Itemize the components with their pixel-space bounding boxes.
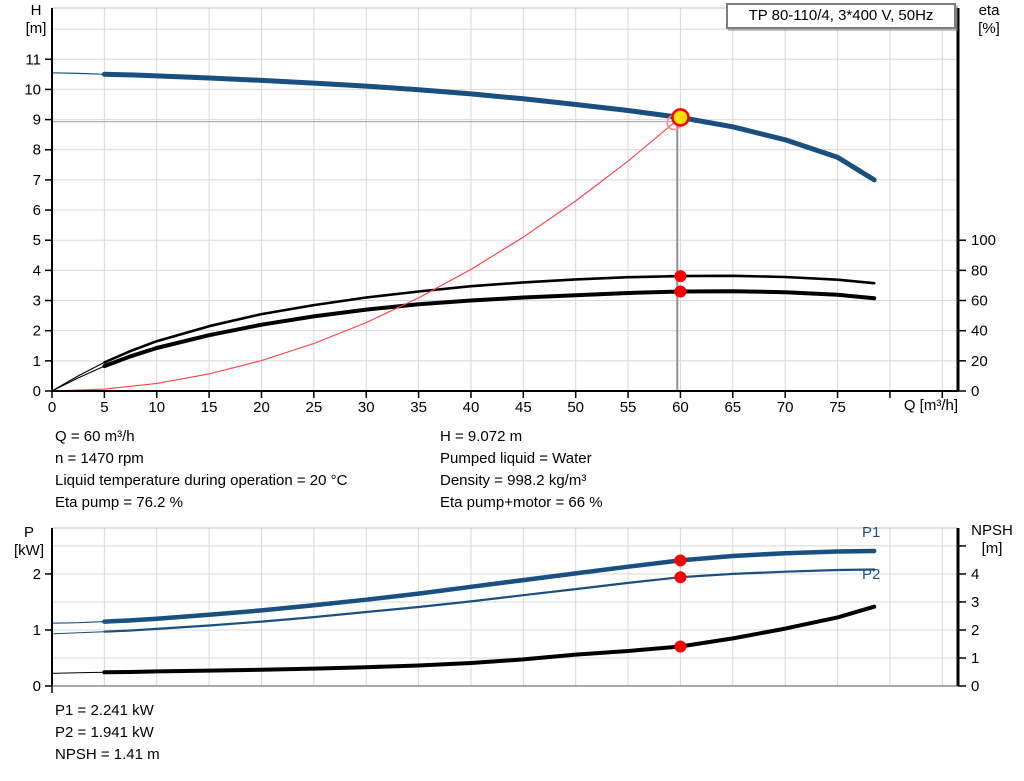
x-tick-label: 0 xyxy=(48,399,56,416)
info-line-eta-pump-motor: Eta pump+motor = 66 % xyxy=(440,494,603,511)
p1-duty-point xyxy=(674,554,687,567)
p1-curve-label: P1 xyxy=(862,524,881,541)
pump-title-box: TP 80-110/4, 3*400 V, 50Hz xyxy=(726,3,956,29)
right-tick-label: 100 xyxy=(971,232,996,249)
pump-curve-QH xyxy=(101,71,877,183)
eta-pump-duty-point xyxy=(674,270,687,283)
right-tick-label: 0 xyxy=(971,678,979,695)
x-tick-label: 20 xyxy=(253,399,270,416)
left-tick-label: 9 xyxy=(33,112,41,129)
eta-axis-unit: [%] xyxy=(978,20,1000,37)
left-tick-label: 2 xyxy=(33,323,41,340)
npsh-axis-unit: [m] xyxy=(981,540,1003,557)
x-tick-label: 5 xyxy=(100,399,108,416)
right-axis-title-npsh: NPSH [m] xyxy=(962,522,1022,558)
eta-axis-symbol: eta xyxy=(978,2,1000,19)
left-tick-label: 1 xyxy=(33,353,41,370)
P2 xyxy=(103,568,876,633)
info-line-pumped-liquid: Pumped liquid = Water xyxy=(440,450,592,467)
qh-eta-chart: 0 5 10 15 20 25 30 35 40 45 50 55 60 65 70 750123456789… xyxy=(24,7,996,416)
duty-point xyxy=(671,108,690,127)
p-axis-unit: [kW] xyxy=(14,542,44,559)
info-line-n: n = 1470 rpm xyxy=(55,450,144,467)
info-line-q: Q = 60 m³/h xyxy=(55,428,135,445)
left-tick-label: 5 xyxy=(33,232,41,249)
left-tick-label: 10 xyxy=(24,81,41,98)
eta-pump-motor-duty-point xyxy=(674,285,687,298)
x-tick-label: 40 xyxy=(463,399,480,416)
NPSH xyxy=(102,604,877,675)
right-tick-label: 40 xyxy=(971,323,988,340)
x-tick-label: 50 xyxy=(567,399,584,416)
left-tick-label: 2 xyxy=(33,566,41,583)
p2-duty-point xyxy=(674,571,687,584)
P1 xyxy=(102,548,877,624)
x-tick-label: 25 xyxy=(306,399,323,416)
duty-info-right-column: H = 9.072 m Pumped liquid = Water Densit… xyxy=(440,426,603,514)
info-line-eta-pump: Eta pump = 76.2 % xyxy=(55,494,183,511)
right-tick-label: 80 xyxy=(971,262,988,279)
x-tick-label: 30 xyxy=(358,399,375,416)
left-axis-title-h: H [m] xyxy=(18,2,54,38)
pump-curve-QH-thin xyxy=(51,72,875,181)
right-tick-label: 1 xyxy=(971,650,979,667)
left-tick-label: 8 xyxy=(33,142,41,159)
x-tick-label: 60 xyxy=(672,399,689,416)
left-tick-label: 0 xyxy=(33,383,41,400)
h-axis-unit: [m] xyxy=(25,20,47,37)
pump-title: TP 80-110/4, 3*400 V, 50Hz xyxy=(748,7,934,24)
right-tick-label: 3 xyxy=(971,594,979,611)
duty-results-block: P1 = 2.241 kW P2 = 1.941 kW NPSH = 1.41 … xyxy=(55,700,160,766)
x-axis-title: Q [m³/h] xyxy=(903,397,958,414)
x-tick-label: 35 xyxy=(410,399,427,416)
npsh-duty-point xyxy=(674,640,687,653)
left-tick-label: 6 xyxy=(33,202,41,219)
x-tick-label: 65 xyxy=(724,399,741,416)
x-tick-label: 55 xyxy=(620,399,637,416)
left-tick-label: 1 xyxy=(33,622,41,639)
right-tick-label: 0 xyxy=(971,383,979,400)
left-axis-title-p: P [kW] xyxy=(8,524,50,560)
power-npsh-chart: 0 1 2 0 1 2 3 4 xyxy=(33,527,979,695)
eta-pump-motor-curve xyxy=(102,289,877,369)
eta-pump-motor-curve-thin xyxy=(51,290,875,392)
p2-curve-label: P2 xyxy=(862,566,881,583)
x-tick-label: 70 xyxy=(777,399,794,416)
info-line-density: Density = 998.2 kg/m³ xyxy=(440,472,587,489)
left-tick-label: 11 xyxy=(25,51,41,68)
npsh-axis-symbol: NPSH xyxy=(971,522,1013,539)
right-axis-title-eta: eta [%] xyxy=(968,2,1010,38)
right-tick-label: 4 xyxy=(971,566,979,583)
duty-info-left-column: Q = 60 m³/h n = 1470 rpm Liquid temperat… xyxy=(55,426,347,514)
left-tick-label: 3 xyxy=(33,293,41,310)
eta-pump-curve xyxy=(103,274,876,364)
result-line-p2: P2 = 1.941 kW xyxy=(55,724,154,741)
right-tick-label: 2 xyxy=(971,622,979,639)
system-curve-thin xyxy=(51,116,681,392)
info-line-liquid-temp: Liquid temperature during operation = 20… xyxy=(55,472,348,489)
result-line-p1: P1 = 2.241 kW xyxy=(55,702,154,719)
result-line-npsh: NPSH = 1.41 m xyxy=(55,746,160,763)
x-tick-label: 45 xyxy=(515,399,532,416)
left-tick-label: 0 xyxy=(33,678,41,695)
x-tick-label: 75 xyxy=(829,399,846,416)
p-axis-symbol: P xyxy=(23,524,34,541)
right-tick-label: 60 xyxy=(971,293,988,310)
info-line-h: H = 9.072 m xyxy=(440,428,523,445)
left-tick-label: 4 xyxy=(33,262,41,279)
left-tick-label: 7 xyxy=(33,172,41,189)
h-axis-symbol: H xyxy=(30,2,42,19)
x-tick-label: 15 xyxy=(201,399,218,416)
x-tick-label: 10 xyxy=(148,399,165,416)
right-tick-label: 20 xyxy=(971,353,988,370)
